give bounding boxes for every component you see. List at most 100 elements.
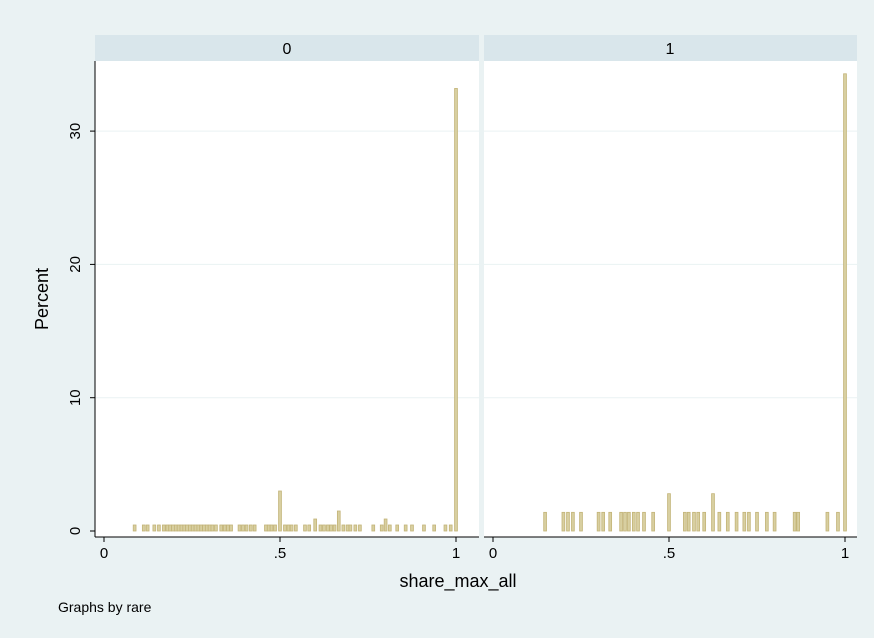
y-tick-label: 0 — [67, 527, 84, 535]
histogram-bar — [283, 524, 287, 532]
histogram-bar — [269, 524, 274, 532]
histogram-bar — [219, 524, 224, 532]
histogram-bar — [278, 490, 282, 532]
histogram-bar — [332, 524, 337, 532]
histogram-bar — [190, 524, 195, 532]
y-tick-label: 10 — [67, 389, 84, 406]
histogram-bar — [623, 511, 627, 532]
by-note: Graphs by rare — [58, 599, 152, 615]
histogram-bar — [168, 524, 172, 532]
histogram-bar — [303, 524, 307, 532]
histogram-bar — [836, 511, 840, 532]
histogram-bar — [742, 511, 747, 532]
histogram-bar — [252, 524, 257, 532]
histogram-bar — [176, 524, 181, 532]
histogram-bar — [692, 511, 696, 532]
histogram-bar — [237, 524, 242, 532]
histogram-bar — [717, 511, 722, 532]
histogram-bar — [432, 524, 436, 532]
histogram-bar — [226, 524, 230, 532]
histogram-bar — [410, 524, 414, 532]
histogram-bar — [765, 511, 769, 532]
histogram-bar — [204, 524, 209, 532]
y-axis: 0 10 20 30 — [67, 61, 96, 537]
x-axis: 0.5 1 — [484, 536, 857, 562]
histogram-bar — [345, 524, 350, 532]
histogram-bar — [222, 524, 227, 532]
histogram-bar — [543, 511, 547, 532]
histogram-bar — [207, 524, 212, 532]
histogram-bar — [796, 511, 800, 532]
histogram-bar — [348, 524, 353, 532]
histogram-bar — [336, 510, 341, 532]
histogram-bar — [132, 524, 137, 532]
panel-rare-0: 0 0.5 1 — [95, 35, 479, 562]
histogram-bar — [152, 524, 157, 532]
histogram-bar — [631, 511, 636, 532]
x-tick-label: 1 — [841, 545, 849, 562]
histogram-bar — [185, 524, 189, 532]
y-tick-label: 20 — [67, 256, 84, 273]
histogram-bar — [353, 524, 358, 532]
gridlines — [95, 130, 479, 399]
histogram-bar — [383, 518, 388, 532]
histogram-bar — [734, 511, 739, 532]
histogram-bar — [395, 524, 400, 532]
histogram-bar — [171, 524, 175, 532]
histogram-bar — [448, 524, 453, 532]
histogram-bar — [619, 511, 623, 532]
histogram-bar — [566, 511, 570, 532]
x-tick-label: .5 — [274, 545, 287, 562]
histogram-bar — [286, 524, 291, 532]
y-axis-title: Percent — [32, 268, 52, 330]
histogram-bar — [313, 518, 318, 532]
histogram-bar — [141, 524, 146, 532]
histogram-bar — [683, 511, 687, 532]
histogram-bar — [162, 524, 166, 532]
histogram-bar — [210, 524, 215, 532]
histogram-bar — [244, 524, 249, 532]
histogram-bar — [329, 524, 333, 532]
histogram-bar — [772, 511, 777, 532]
histogram-bar — [627, 511, 631, 532]
histogram-bar — [145, 524, 150, 532]
histogram-bar — [199, 524, 203, 532]
x-axis-title: share_max_all — [399, 571, 516, 592]
histogram-bar — [696, 511, 701, 532]
panel-strip — [95, 35, 479, 61]
x-tick-label: 1 — [452, 545, 460, 562]
histogram-bar — [747, 511, 751, 532]
histogram-bar — [358, 524, 362, 532]
histogram-bar — [307, 524, 312, 532]
histogram-bar — [289, 524, 294, 532]
y-tick-label: 30 — [67, 123, 84, 140]
bars — [543, 73, 847, 532]
histogram-bar — [711, 493, 715, 532]
histogram-bar — [686, 511, 691, 532]
histogram-bar — [636, 511, 640, 532]
histogram-bar — [229, 524, 233, 532]
histogram-bar — [248, 524, 253, 532]
histogram-bar — [173, 524, 178, 532]
histogram-bar — [214, 524, 218, 532]
histogram-bar — [725, 511, 730, 532]
plot-area — [95, 61, 479, 537]
histogram-bar — [667, 493, 671, 532]
histogram-bar — [443, 524, 448, 532]
x-tick-label: .5 — [663, 545, 676, 562]
histogram-bar — [579, 511, 583, 532]
panel-strip — [484, 35, 857, 61]
x-tick-label: 0 — [489, 545, 497, 562]
panel-strip-label: 0 — [283, 41, 292, 58]
histogram-bar — [608, 511, 613, 532]
histogram-bar — [561, 511, 566, 532]
histogram-bar — [702, 511, 707, 532]
histogram-bar — [182, 524, 187, 532]
panel-strip-label: 1 — [666, 41, 675, 58]
histogram-bar — [157, 524, 161, 532]
histogram-bar — [188, 524, 192, 532]
x-axis: 0.5 1 — [95, 536, 479, 562]
histogram-bar — [371, 524, 376, 532]
histogram-bar — [843, 73, 847, 532]
